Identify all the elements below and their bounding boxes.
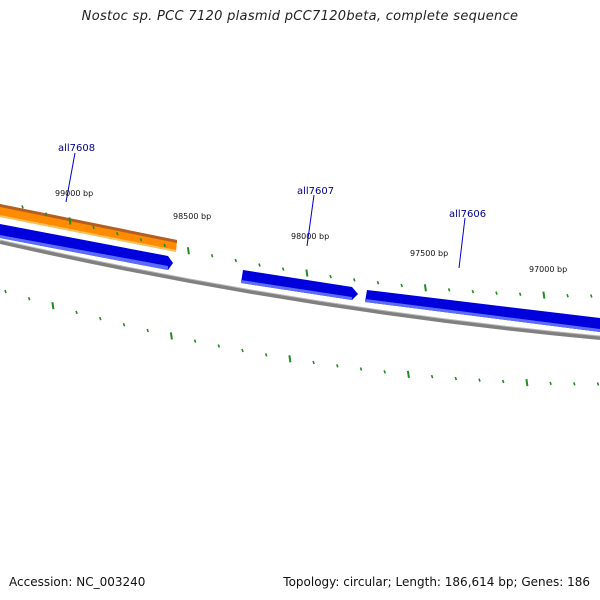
tick-mark-lower (288, 355, 292, 363)
tick-mark-upper (21, 205, 24, 209)
tick-marks-upper (21, 205, 593, 299)
tick-labels: 99000 bp 98500 bp 98000 bp 97500 bp 9700… (55, 189, 567, 274)
orange-feature[interactable] (0, 204, 177, 252)
gene-all7606-arrow[interactable] (365, 290, 600, 332)
tick-label-97500: 97500 bp (410, 249, 448, 258)
tick-mark-upper (329, 274, 332, 279)
gene-all7607-arrow[interactable] (241, 270, 358, 300)
tick-mark-lower (51, 302, 55, 310)
tick-mark-upper (116, 231, 119, 236)
tick-mark-lower (193, 339, 197, 343)
tick-mark-lower (264, 353, 268, 357)
tick-label-99000: 99000 bp (55, 189, 93, 198)
tick-mark-lower (99, 316, 102, 321)
tick-mark-upper (447, 288, 451, 292)
tick-mark-upper (210, 254, 214, 258)
tick-mark-lower (406, 370, 410, 379)
tick-label-97000: 97000 bp (529, 265, 567, 274)
tick-mark-lower (241, 348, 244, 353)
tick-mark-lower (478, 378, 481, 382)
tick-mark-lower (336, 364, 339, 368)
tick-mark-upper (471, 289, 475, 294)
gene-all7606-label[interactable]: all7606 (449, 209, 486, 220)
tick-mark-lower (383, 370, 386, 374)
tick-mark-upper (590, 294, 593, 298)
sequence-backbone-highlight (0, 239, 600, 337)
tick-mark-upper (495, 291, 498, 295)
sequence-summary-text: Topology: circular; Length: 186,614 bp; … (283, 575, 590, 589)
tick-mark-lower (217, 344, 221, 348)
gene-all7606-leader (458, 217, 466, 269)
tick-mark-lower (169, 332, 173, 340)
tick-mark-upper (376, 281, 380, 285)
tick-mark-lower (430, 374, 434, 379)
tick-mark-upper (139, 237, 143, 242)
tick-mark-lower (312, 360, 315, 365)
tick-mark-lower (573, 382, 576, 386)
tick-mark-upper (353, 278, 356, 282)
tick-mark-lower (146, 328, 149, 333)
tick-marks-lower (4, 289, 600, 387)
tick-label-98500: 98500 bp (173, 212, 211, 221)
map-title: Nostoc sp. PCC 7120 plasmid pCC7120beta,… (81, 9, 519, 24)
tick-mark-lower (525, 378, 529, 387)
tick-mark-lower (549, 381, 552, 386)
gene-all7608-leader (65, 152, 76, 203)
tick-mark-upper (234, 258, 238, 263)
sequence-backbone (0, 240, 600, 340)
tick-label-98000: 98000 bp (291, 232, 329, 241)
gene-all7607-label[interactable]: all7607 (297, 186, 334, 197)
tick-mark-lower (596, 382, 600, 386)
tick-mark-upper (518, 292, 522, 297)
tick-mark-upper (163, 243, 166, 248)
tick-mark-upper (68, 217, 72, 225)
tick-mark-upper (186, 247, 190, 255)
tick-mark-lower (4, 289, 7, 294)
gene-all7608-arrow[interactable] (0, 224, 173, 270)
tick-mark-upper (542, 291, 546, 299)
gene-all7608-label[interactable]: all7608 (58, 143, 95, 154)
tick-mark-lower (27, 297, 31, 301)
tick-mark-upper (400, 283, 403, 288)
tick-mark-upper (423, 284, 427, 292)
tick-mark-upper (281, 267, 285, 271)
accession-text: Accession: NC_003240 (9, 575, 146, 589)
gene-all7607-leader (306, 194, 315, 247)
tick-mark-lower (454, 376, 458, 381)
tick-mark-upper (258, 263, 261, 267)
tick-mark-upper (44, 212, 48, 216)
tick-mark-lower (359, 367, 363, 371)
tick-mark-lower (501, 379, 505, 384)
gene-label-group: all7608 all7607 all7606 (58, 143, 486, 269)
tick-mark-upper (566, 293, 569, 298)
tick-mark-lower (122, 322, 126, 327)
tick-mark-lower (75, 310, 78, 315)
tick-mark-upper (305, 269, 309, 277)
tick-mark-upper (92, 225, 95, 230)
